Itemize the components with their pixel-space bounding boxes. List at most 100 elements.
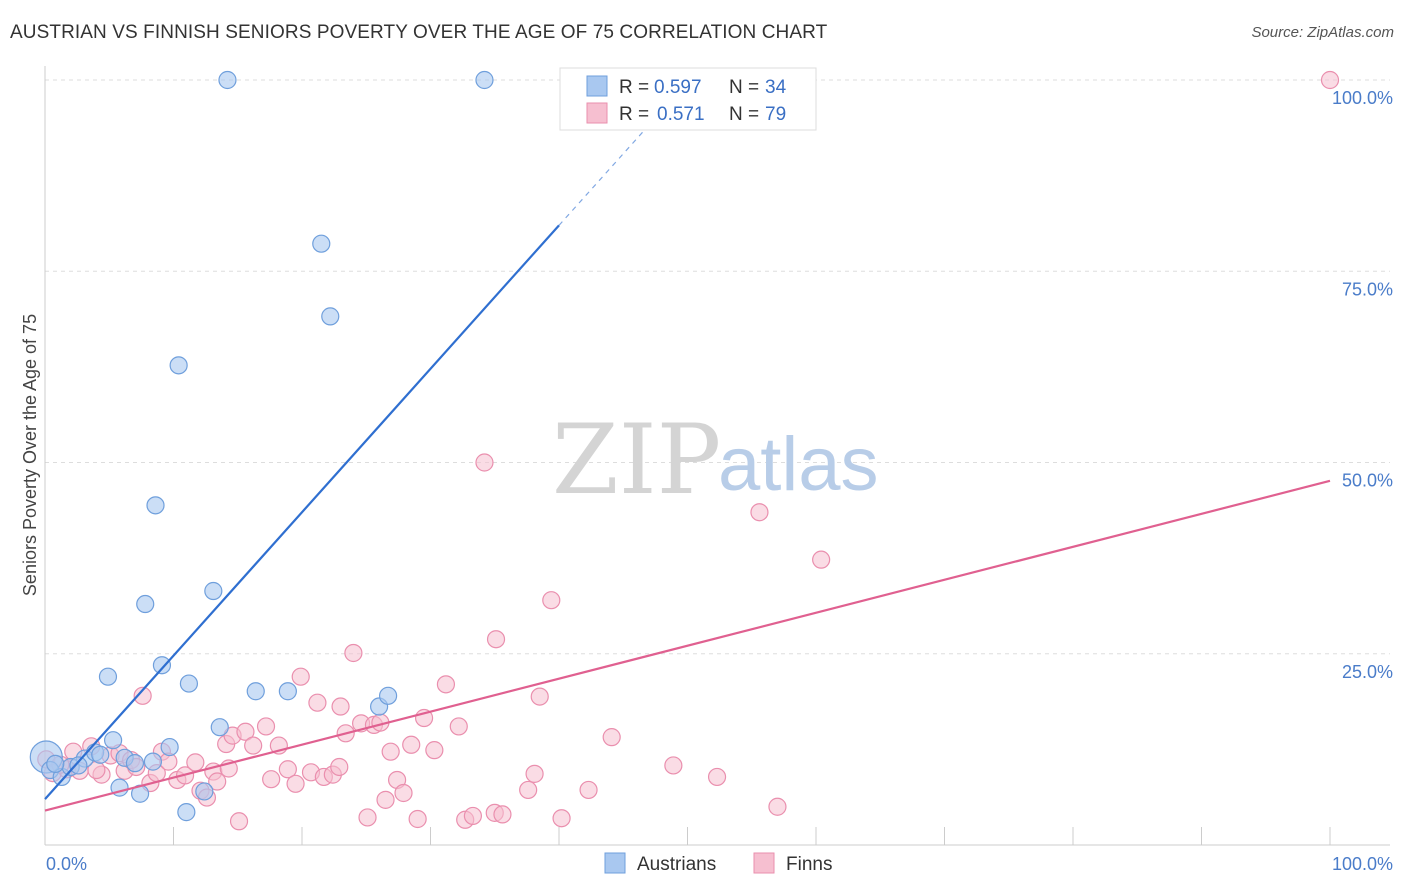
austrians-point [195,782,214,801]
finns-point [229,812,249,831]
legend-finns-swatch [753,852,775,874]
source-credit: Source: ZipAtlas.com [1251,24,1394,41]
x-tick-labels: 0.0% 100.0% [46,854,1393,874]
austrians-point [146,496,165,515]
austrians-point [160,737,179,757]
austrians-point [204,581,223,601]
austrians-point [312,234,331,253]
austrians-point [177,803,196,822]
finns-point [1320,70,1340,90]
legend-finns-label: Finns [786,854,832,875]
finns-point [463,806,483,826]
finns-point [519,780,538,800]
finns-point [449,717,468,736]
austrians-point [98,667,118,686]
finns-point [381,742,400,761]
austrians-point [321,307,340,326]
watermark-zip: ZIP [552,404,721,516]
y-tick-labels: 25.0% 50.0% 75.0% 100.0% [1332,88,1393,682]
finns-point [530,687,549,706]
austrians-r-label: R = [619,77,649,98]
finns-point [256,717,276,736]
finns-point [475,453,494,472]
regression-lines [44,124,1331,812]
austrians-point [69,756,88,775]
finns-regression-line [44,479,1331,812]
austrians-regression-extension [558,124,650,226]
finns-point [750,503,769,522]
x-tick-label: 0.0% [46,854,87,874]
austrians-point [152,656,172,675]
finns-point [486,630,506,649]
finns-point [402,735,421,754]
finns-point [542,591,561,610]
austrians-point [46,754,65,774]
finns-point [133,686,152,705]
finns-point [552,809,571,828]
austrians-point [143,752,163,771]
finns-point [493,805,512,824]
finns-point [262,770,281,789]
austrians-point [136,594,155,614]
finns-point [425,741,444,760]
austrians-n-label: N = [729,77,759,98]
legend-austrians-swatch [604,852,626,874]
finns-point [579,780,598,800]
y-tick-label: 100.0% [1332,88,1393,108]
stats-legend: R = 0.597 N = 34 R = 0.571 N = 79 [559,67,817,131]
austrians-point [246,682,265,701]
finns-n-label: N = [729,104,759,125]
finns-point [236,722,255,741]
finns-point [244,736,263,755]
finns-point [394,783,413,803]
finns-point [208,772,227,791]
finns-point [602,728,621,747]
finns-point [408,809,427,829]
austrians-point [210,718,229,737]
austrians-r-value: 0.597 [654,77,702,98]
finns-point [330,757,349,777]
y-axis-label: Seniors Poverty Over the Age of 75 [20,314,40,596]
finns-point [768,797,787,816]
finns-point [186,753,205,772]
finns-r-value: 0.571 [657,104,705,125]
austrians-point [169,356,188,375]
legend-austrians-label: Austrians [637,854,716,875]
grid-lines [45,79,1390,655]
x-tick-label: 100.0% [1332,854,1393,874]
austrians-point [475,70,494,90]
axes [44,66,1390,846]
y-tick-label: 50.0% [1342,471,1393,491]
finns-point [331,697,350,716]
finns-point [291,667,310,686]
austrians-swatch [586,75,608,97]
austrians-point [125,754,145,773]
austrians-point [91,745,110,764]
finns-n-value: 79 [765,104,786,125]
chart-title: AUSTRIAN VS FINNISH SENIORS POVERTY OVER… [10,22,828,43]
austrians-points [29,70,494,822]
finns-point [286,774,305,793]
austrians-point [378,686,398,705]
finns-point [278,760,297,779]
austrians-n-value: 34 [765,77,787,98]
austrians-regression-line [44,224,560,800]
finns-point [525,764,544,783]
finns-point [376,790,395,809]
finns-point [707,767,727,787]
finns-swatch [586,102,608,124]
finns-point [308,693,327,712]
finns-point [344,643,363,663]
austrians-point [179,674,199,693]
finns-point [812,550,831,569]
watermark-atlas: atlas [718,422,879,507]
finns-r-label: R = [619,104,649,125]
y-tick-label: 75.0% [1342,279,1393,299]
austrians-point [104,731,123,750]
finns-point [436,675,456,694]
austrians-point [218,70,237,90]
series-legend: Austrians Finns [604,852,832,875]
finns-point [664,756,683,775]
watermark: ZIP atlas [552,404,879,516]
